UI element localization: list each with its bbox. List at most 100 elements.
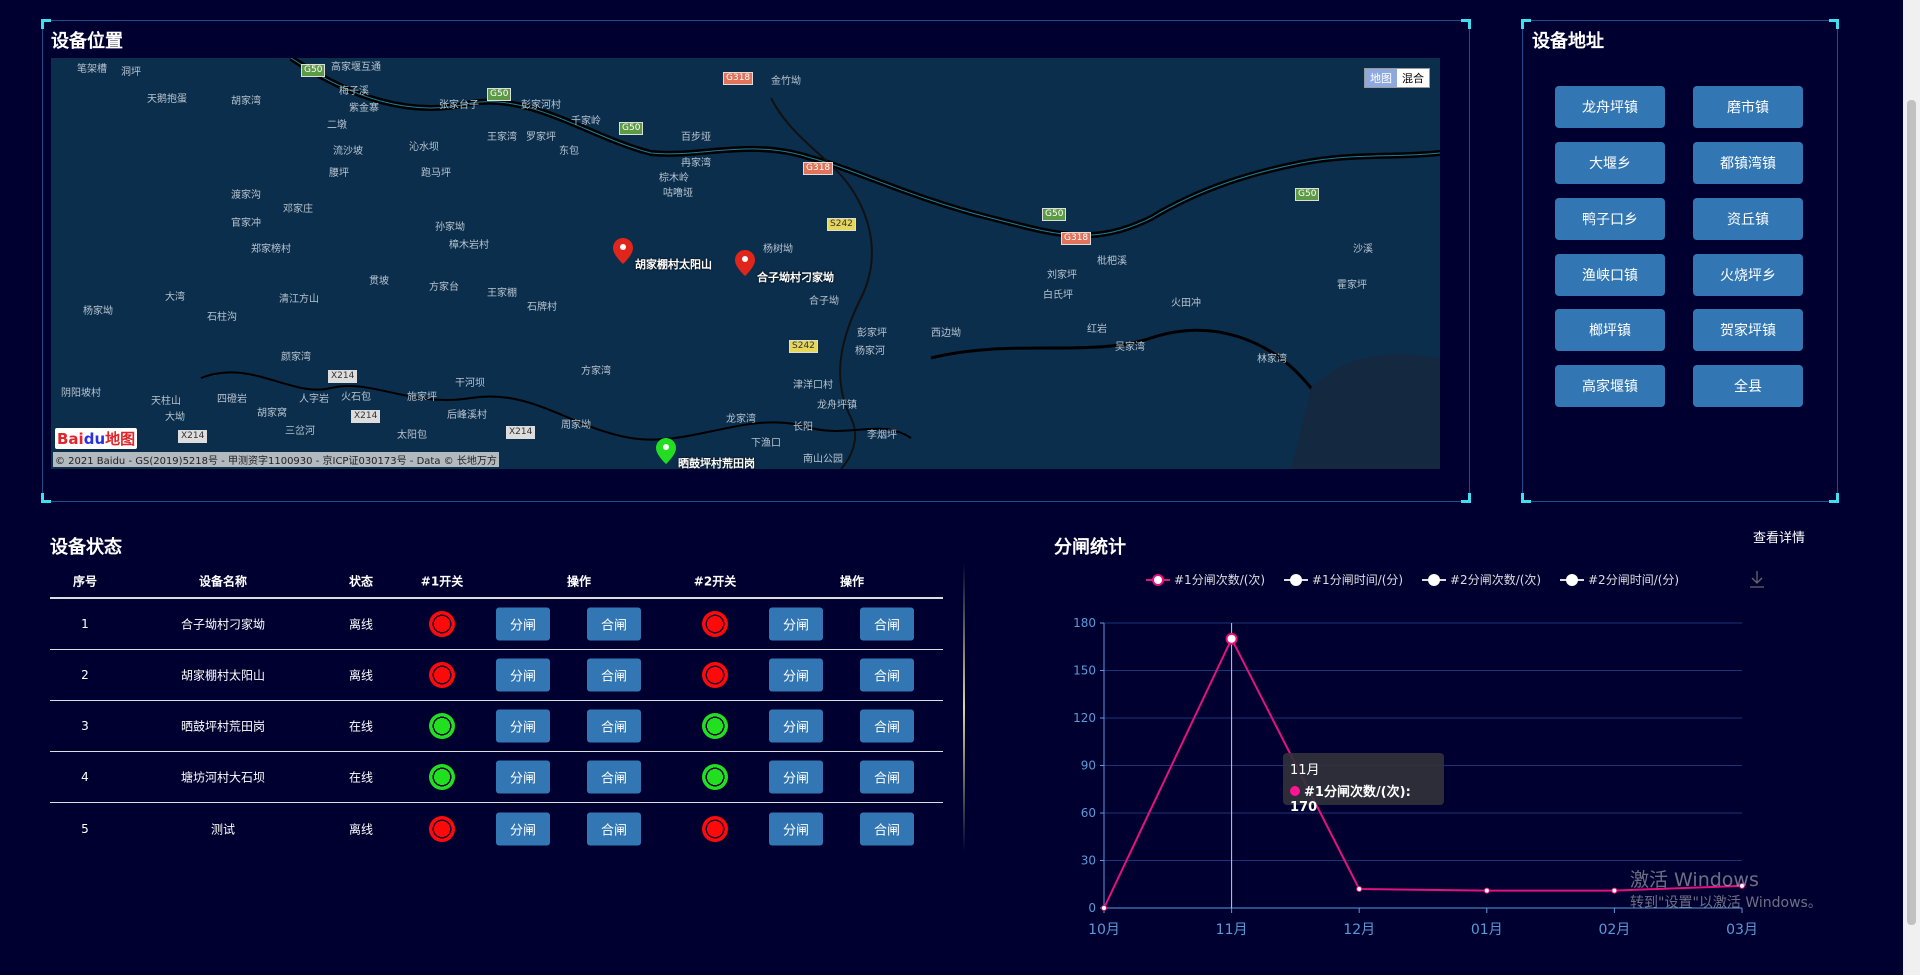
switch1-open-button[interactable]: 分闸 [496, 760, 550, 794]
corner-decoration [1461, 19, 1471, 29]
road-shield: G50 [619, 122, 644, 135]
address-button[interactable]: 磨市镇 [1693, 86, 1803, 128]
legend-item[interactable]: #1分闸次数/(次) [1146, 571, 1265, 588]
switch2-close-button[interactable]: 合闸 [860, 760, 914, 794]
switch1-open-button[interactable]: 分闸 [496, 607, 550, 641]
x-tick-label: 11月 [1216, 922, 1248, 938]
x-tick-label: 02月 [1598, 922, 1630, 938]
switch2-open-button[interactable]: 分闸 [769, 607, 823, 641]
map-place-label: 杨家坳 [83, 306, 113, 317]
switch2-close-button[interactable]: 合闸 [860, 658, 914, 692]
map-type-map[interactable]: 地图 [1365, 69, 1397, 87]
map-type-hybrid[interactable]: 混合 [1402, 72, 1424, 85]
map-place-label: 津洋口村 [793, 380, 833, 391]
scrollbar[interactable] [1903, 0, 1920, 975]
view-details-link[interactable]: 查看详情 [1753, 531, 1806, 546]
map[interactable]: 笔架槽 洞坪 高家堰互通 天鹅抱蛋 胡家湾 梅子溪 紫金寨 二墩 张家台子 彭家… [51, 58, 1440, 469]
y-tick-label: 0 [1088, 901, 1096, 915]
address-button[interactable]: 资丘镇 [1693, 198, 1803, 240]
map-marker-red[interactable] [735, 250, 755, 276]
address-button[interactable]: 贺家坪镇 [1693, 309, 1803, 351]
row-no: 2 [81, 668, 89, 682]
switch2-open-button[interactable]: 分闸 [769, 658, 823, 692]
map-place-label: 腰坪 [329, 168, 349, 179]
download-icon[interactable] [1749, 570, 1765, 588]
road-shield: G50 [1295, 188, 1320, 201]
map-place-label: 红岩 [1087, 324, 1107, 335]
y-tick-label: 90 [1081, 759, 1096, 773]
switch1-open-button[interactable]: 分闸 [496, 709, 550, 743]
road-shield: G318 [1061, 232, 1092, 245]
address-button[interactable]: 火烧坪乡 [1693, 254, 1803, 296]
address-button[interactable]: 渔峡口镇 [1555, 254, 1665, 296]
switch2-open-button[interactable]: 分闸 [769, 760, 823, 794]
chart-tooltip: 11月 #1分闸次数/(次): 170 [1283, 753, 1444, 815]
map-place-label: 郑家榜村 [251, 244, 291, 255]
map-place-label: 千家岭 [571, 116, 601, 127]
switch2-close-button[interactable]: 合闸 [860, 812, 914, 845]
map-place-label: 胡家窝 [257, 408, 287, 419]
switch1-close-button[interactable]: 合闸 [587, 760, 641, 794]
map-place-label: 邓家庄 [283, 204, 313, 215]
switch1-indicator-icon [429, 713, 455, 739]
map-place-label: 彭家坪 [857, 328, 887, 339]
map-marker-red[interactable] [613, 238, 633, 264]
tooltip-series-dot-icon [1290, 786, 1300, 796]
switch2-close-button[interactable]: 合闸 [860, 607, 914, 641]
map-place-label: 太阳包 [397, 430, 427, 441]
legend-marker-icon [1560, 573, 1584, 587]
legend-item[interactable]: #2分闸时间/(分) [1560, 571, 1679, 588]
switch1-indicator-icon [429, 662, 455, 688]
switch1-close-button[interactable]: 合闸 [587, 607, 641, 641]
legend-label: #2分闸时间/(分) [1588, 573, 1680, 587]
row-no: 4 [81, 770, 89, 784]
address-button[interactable]: 鸭子口乡 [1555, 198, 1665, 240]
address-button[interactable]: 大堰乡 [1555, 142, 1665, 184]
legend-item[interactable]: #2分闸次数/(次) [1422, 571, 1541, 588]
data-point [1611, 887, 1618, 894]
baidu-map-logo[interactable]: Baidu地图 [55, 428, 138, 449]
map-place-label: 天柱山 [151, 396, 181, 407]
map-place-label: 南山公园 [803, 454, 843, 465]
switch2-close-button[interactable]: 合闸 [860, 709, 914, 743]
address-button[interactable]: 榔坪镇 [1555, 309, 1665, 351]
map-place-label: 笔架槽 [77, 64, 107, 75]
table-row: 4 塘坊河村大石坝 在线 分闸 合闸 分闸 合闸 [50, 752, 943, 803]
address-button[interactable]: 都镇湾镇 [1693, 142, 1803, 184]
corner-decoration [41, 493, 51, 503]
legend-item[interactable]: #1分闸时间/(分) [1284, 571, 1403, 588]
switch1-open-button[interactable]: 分闸 [496, 812, 550, 845]
switch1-close-button[interactable]: 合闸 [587, 658, 641, 692]
switch1-close-button[interactable]: 合闸 [587, 709, 641, 743]
address-button[interactable]: 高家堰镇 [1555, 365, 1665, 407]
data-point [1101, 905, 1107, 911]
switch1-close-button[interactable]: 合闸 [587, 812, 641, 845]
tooltip-title: 11月 [1290, 763, 1320, 778]
map-marker-green[interactable] [656, 438, 676, 464]
switch2-open-button[interactable]: 分闸 [769, 709, 823, 743]
y-tick-label: 60 [1081, 806, 1096, 820]
switch1-open-button[interactable]: 分闸 [496, 658, 550, 692]
scrollbar-thumb[interactable] [1907, 100, 1916, 925]
device-name: 胡家棚村太阳山 [180, 668, 266, 683]
map-place-label: 张家台子 [439, 100, 479, 111]
stats-panel-title: 分闸统计 [1054, 537, 1126, 558]
map-place-label: 龙舟坪镇 [817, 400, 857, 411]
map-place-label: 洞坪 [121, 67, 141, 78]
legend-label: #1分闸次数/(次) [1174, 573, 1266, 587]
address-button[interactable]: 龙舟坪镇 [1555, 86, 1665, 128]
table-row: 3 晒鼓坪村荒田岗 在线 分闸 合闸 分闸 合闸 [50, 701, 943, 752]
road-shield: G318 [803, 162, 834, 175]
map-place-label: 清江方山 [279, 294, 319, 305]
map-place-label: 胡家湾 [231, 96, 261, 107]
column-header-operation2: 操作 [839, 574, 865, 589]
map-place-label: 贯坡 [369, 276, 389, 287]
column-header-switch1: #1开关 [420, 574, 464, 589]
switch2-open-button[interactable]: 分闸 [769, 812, 823, 845]
device-name: 测试 [210, 822, 236, 836]
corner-decoration [1829, 493, 1839, 503]
map-place-label: 冉家湾 [681, 158, 711, 169]
address-button[interactable]: 全县 [1693, 365, 1803, 407]
road-shield: X214 [506, 426, 536, 439]
map-place-label: 吴家湾 [1115, 342, 1145, 353]
